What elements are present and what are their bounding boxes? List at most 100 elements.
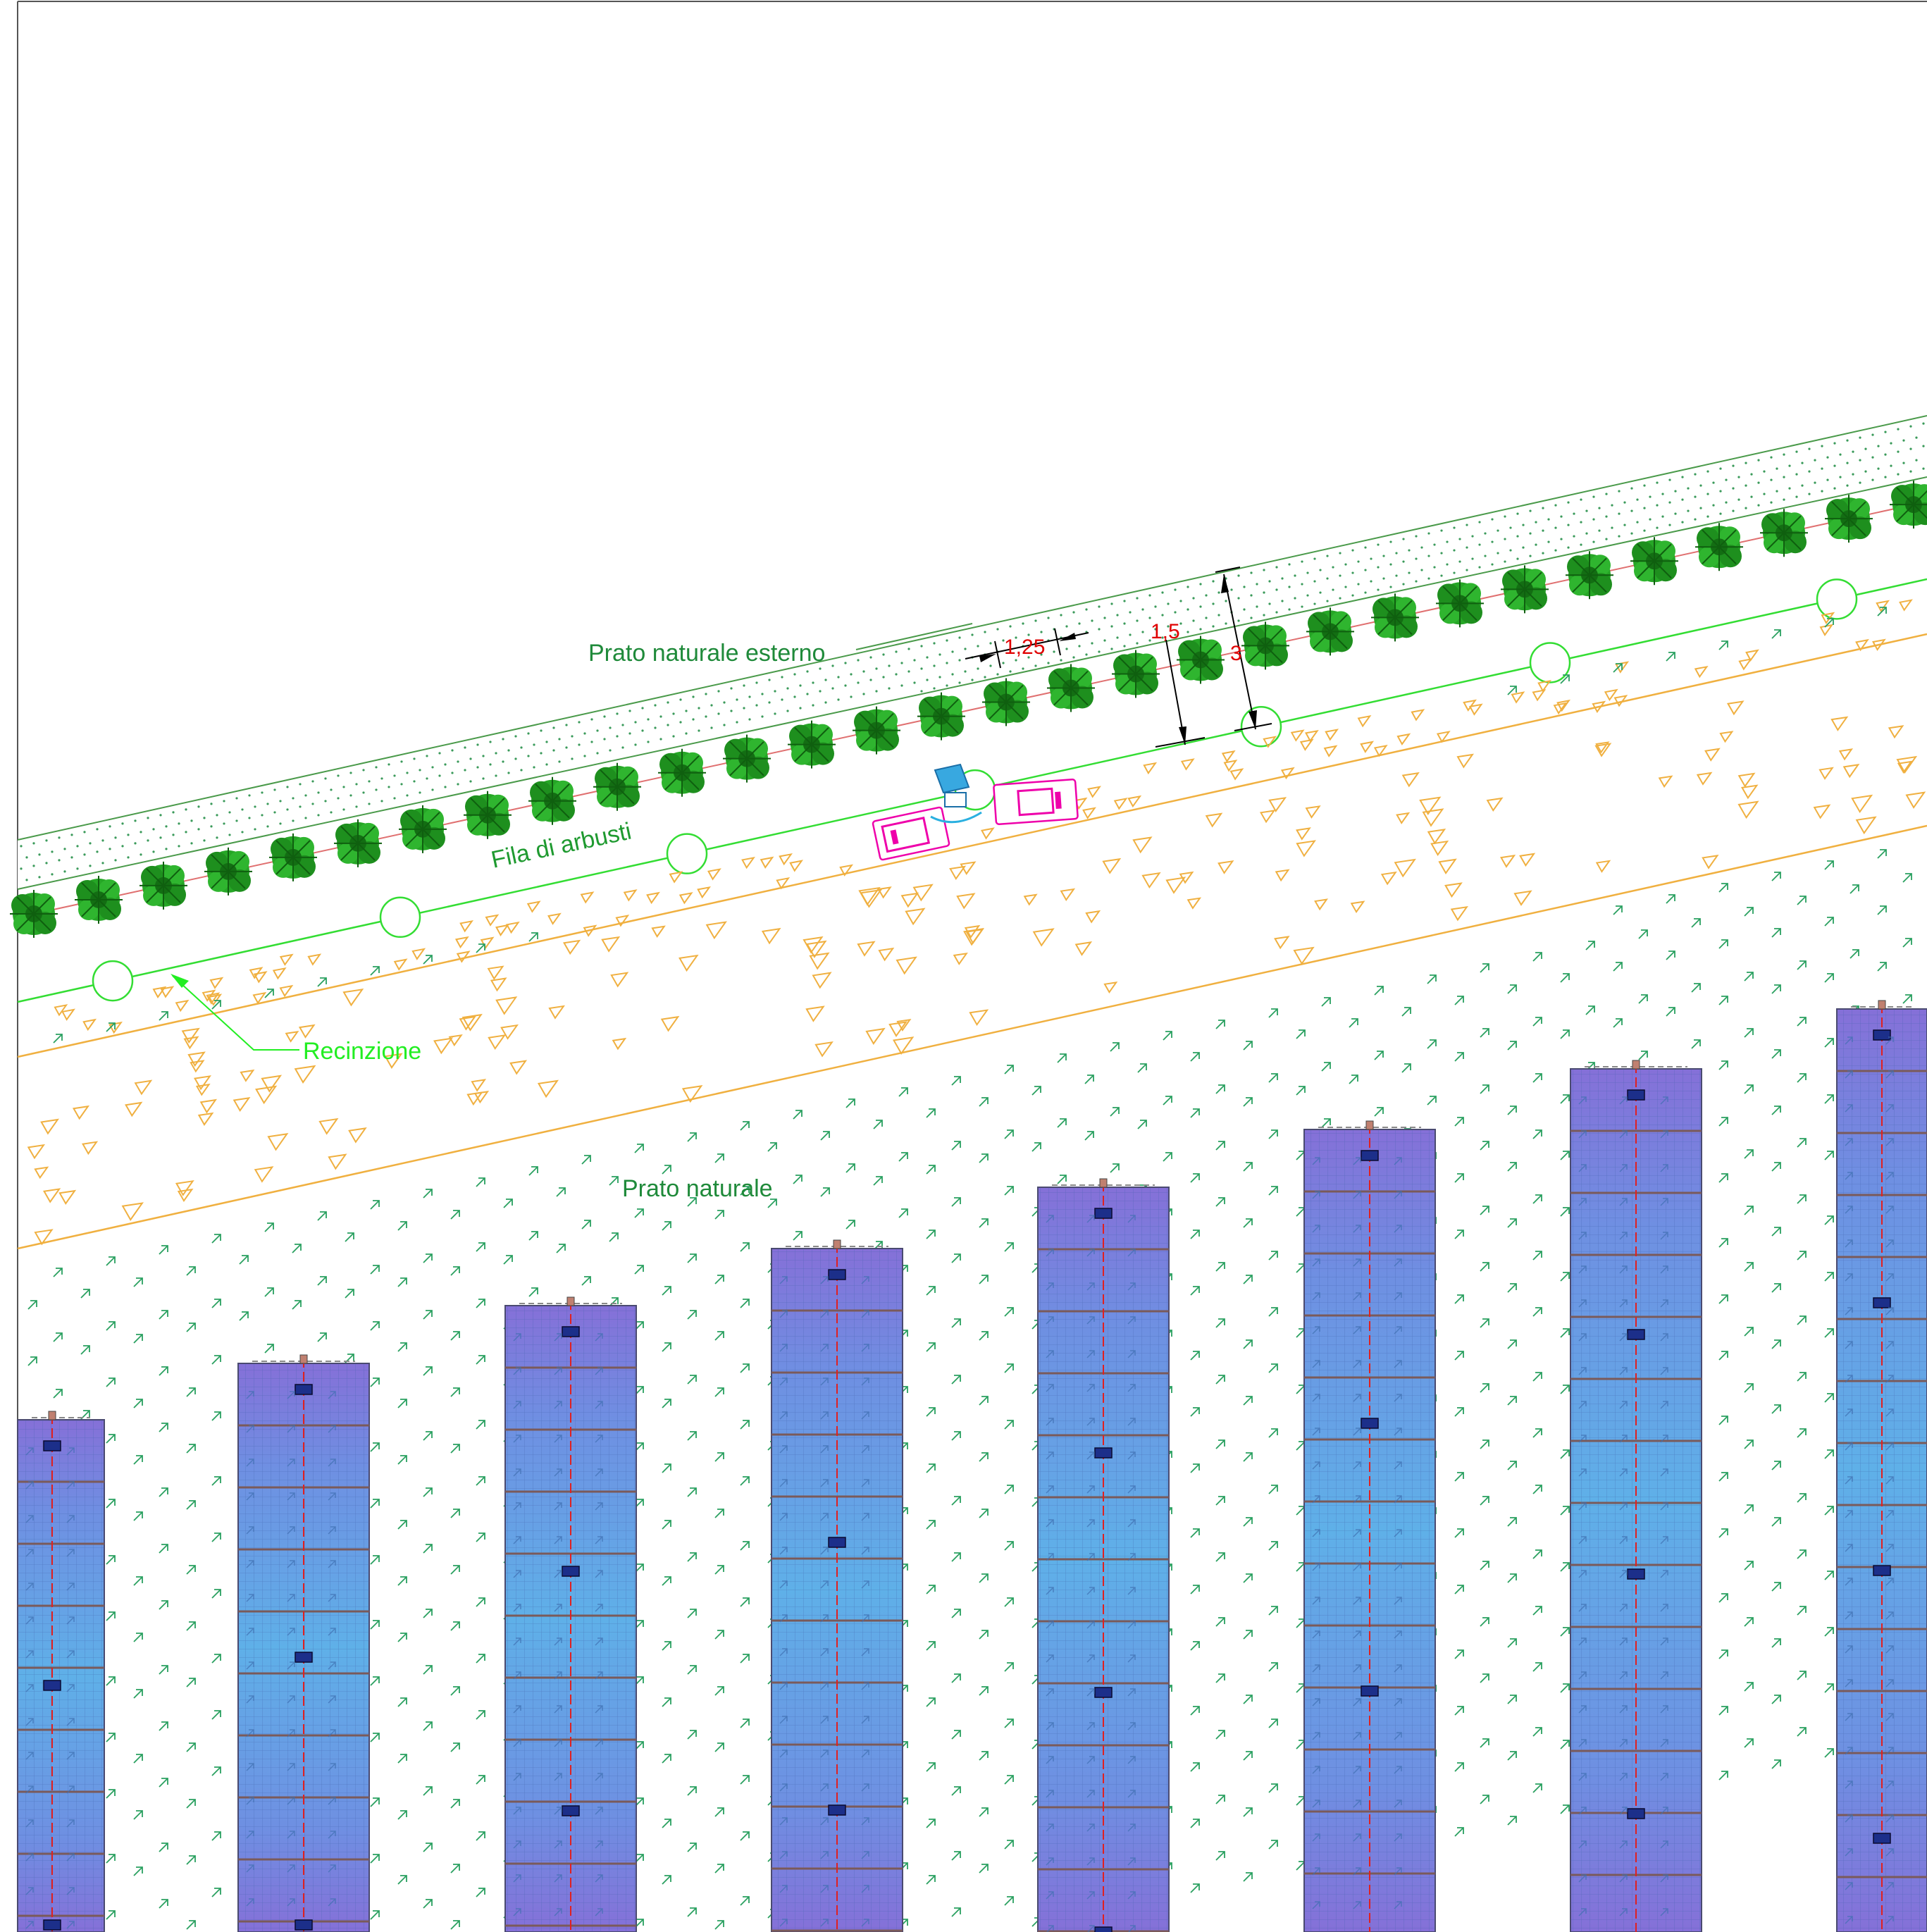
- meadow-dot: [1585, 509, 1588, 512]
- meadow-symbol: [1004, 1485, 1014, 1494]
- meadow-dot: [349, 794, 352, 797]
- gravel-symbol: [839, 864, 854, 877]
- meadow-dot: [1719, 512, 1722, 515]
- meadow-symbol: [1771, 1227, 1781, 1237]
- meadow-symbol: [186, 1678, 196, 1688]
- meadow-symbol: [106, 1256, 116, 1266]
- gravel-symbol: [1350, 900, 1365, 914]
- meadow-symbol: [1560, 1328, 1570, 1338]
- gravel-symbol: [1595, 741, 1610, 754]
- inverter-box: [1361, 1418, 1379, 1429]
- meadow-dot: [1478, 521, 1481, 524]
- gravel-symbol: [1087, 786, 1101, 798]
- meadow-dot: [1288, 608, 1291, 611]
- meadow-dot: [1656, 504, 1659, 507]
- meadow-symbol: [1243, 1275, 1253, 1284]
- meadow-symbol: [370, 1499, 380, 1509]
- meadow-dot: [1433, 566, 1436, 569]
- meadow-symbol: [1190, 1052, 1200, 1062]
- gravel-symbol: [285, 1031, 299, 1043]
- gravel-symbol: [1419, 796, 1442, 816]
- meadow-symbol: [1560, 1683, 1570, 1693]
- fence-post-icon: [92, 960, 134, 1002]
- meadow-dot: [831, 664, 834, 667]
- inverter-box: [1094, 1208, 1113, 1219]
- meadow-symbol: [292, 1300, 302, 1310]
- meadow-dot: [1002, 639, 1005, 642]
- meadow-dot: [1681, 476, 1684, 478]
- meadow-dot: [1852, 450, 1854, 453]
- meadow-label: Prato naturale: [622, 1175, 773, 1202]
- meadow-symbol: [186, 1266, 196, 1276]
- meadow-symbol: [1507, 1517, 1517, 1527]
- meadow-dot: [495, 752, 497, 755]
- meadow-symbol: [926, 1342, 936, 1352]
- meadow-symbol: [1824, 1328, 1834, 1338]
- meadow-symbol: [159, 1843, 168, 1852]
- gravel-symbol: [1737, 772, 1756, 788]
- meadow-dot: [1484, 555, 1487, 557]
- meadow-dot: [1783, 476, 1785, 478]
- gravel-symbol: [267, 1133, 289, 1151]
- meadow-dot: [419, 769, 421, 772]
- meadow-symbol: [1454, 1649, 1464, 1659]
- meadow-symbol: [211, 1299, 221, 1308]
- meadow-dot: [457, 783, 459, 786]
- meadow-dot: [1395, 574, 1398, 577]
- gravel-symbol: [789, 860, 804, 872]
- meadow-symbol: [740, 1896, 750, 1906]
- meadow-symbol: [423, 1487, 433, 1497]
- gravel-symbol: [461, 1013, 483, 1032]
- meadow-symbol: [714, 1686, 724, 1696]
- meadow-dot: [375, 788, 378, 791]
- meadow-symbol: [714, 1920, 724, 1930]
- gravel-symbol: [953, 952, 968, 965]
- meadow-dot: [1580, 521, 1582, 524]
- meadow-dot: [502, 760, 504, 763]
- meadow-symbol: [662, 1286, 671, 1296]
- meadow-dot: [1719, 467, 1722, 470]
- gravel-symbol: [1511, 691, 1525, 704]
- meadow-dot: [578, 721, 581, 724]
- meadow-symbol: [1507, 1396, 1517, 1406]
- meadow-dot: [1529, 509, 1532, 512]
- meadow-symbol: [662, 1875, 671, 1885]
- meadow-symbol: [714, 1630, 724, 1640]
- meadow-symbol: [1215, 1730, 1225, 1740]
- meadow-dot: [768, 679, 771, 681]
- meadow-dot: [692, 718, 695, 721]
- meadow-dot: [1199, 583, 1202, 586]
- meadow-dot: [216, 814, 218, 817]
- meadow-dot: [1859, 436, 1861, 439]
- meadow-symbol: [979, 1452, 989, 1462]
- shrub-icon: [1759, 508, 1809, 558]
- gravel-symbol: [1304, 729, 1319, 743]
- meadow-symbol: [1718, 1472, 1728, 1482]
- meadow-symbol: [476, 1476, 485, 1486]
- gravel-symbol: [1299, 738, 1314, 751]
- meadow-symbol: [926, 1463, 936, 1473]
- meadow-dot: [1339, 597, 1342, 600]
- meadow-symbol: [1824, 1215, 1834, 1225]
- meadow-dot: [32, 865, 35, 867]
- gravel-symbol: [61, 1008, 75, 1021]
- gravel-symbol: [342, 988, 364, 1007]
- gravel-symbol: [1456, 753, 1474, 769]
- meadow-symbol: [133, 1810, 143, 1820]
- meadow-dot: [134, 842, 137, 845]
- meadow-symbol: [1507, 1638, 1517, 1648]
- meadow-symbol: [1744, 1327, 1754, 1337]
- meadow-dot: [1389, 540, 1392, 543]
- meadow-symbol: [740, 1831, 750, 1841]
- meadow-symbol: [450, 1621, 460, 1631]
- meadow-dot: [1382, 555, 1385, 557]
- meadow-dot: [1427, 532, 1430, 535]
- meadow-dot: [1098, 628, 1101, 631]
- meadow-symbol: [1215, 1318, 1225, 1328]
- meadow-symbol: [1480, 1262, 1489, 1272]
- meadow-dot: [185, 831, 187, 834]
- meadow-symbol: [1243, 1517, 1253, 1527]
- shrub-icon: [787, 719, 836, 769]
- meadow-symbol: [133, 1633, 143, 1642]
- meadow-dot: [1433, 543, 1436, 546]
